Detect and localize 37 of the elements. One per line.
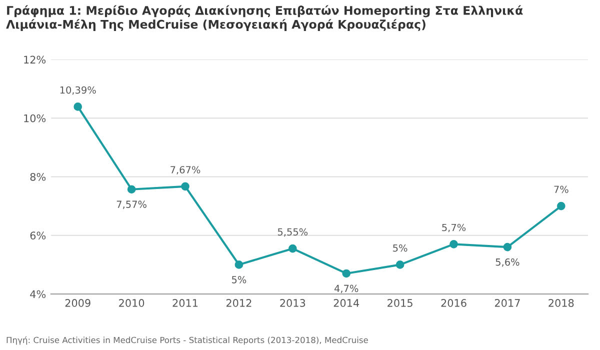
x-tick-label: 2015 bbox=[388, 299, 412, 307]
point bbox=[127, 185, 136, 194]
x-tick-label: 2011 bbox=[172, 299, 198, 307]
point bbox=[234, 260, 244, 269]
data-label: 10,39% bbox=[60, 86, 96, 95]
y-tick-label: 6% bbox=[30, 232, 46, 240]
point bbox=[342, 269, 351, 278]
point bbox=[503, 242, 512, 252]
point bbox=[181, 182, 190, 191]
x-tick-label: 2009 bbox=[65, 299, 90, 307]
data-label: 7% bbox=[554, 186, 568, 194]
x-tick-label: 2017 bbox=[494, 299, 520, 307]
data-label: 5,55% bbox=[278, 228, 308, 237]
x-tick-label: 2016 bbox=[441, 299, 466, 307]
chart-title: Γράφημα 1: Μερίδιο Αγοράς Διακίνησης Επιβατών Homeporting Στα Ελληνικά Λιμάνια-Μέλη Της MedCruise (Μεσογειακή Αγορά Κρουαζιέρας) bbox=[6, 5, 523, 32]
x-tick-label: 2018 bbox=[548, 299, 574, 307]
point bbox=[74, 102, 82, 111]
x-tick-label: 2010 bbox=[119, 299, 144, 307]
point bbox=[556, 202, 566, 210]
y-tick-label: 10% bbox=[24, 114, 46, 122]
y-tick-label: 4% bbox=[30, 290, 46, 298]
data-label: 5,7% bbox=[442, 224, 466, 232]
x-tick-label: 2012 bbox=[226, 299, 252, 307]
text: Πηγή: Cruise Activities in MedCruise Ports - Statistical Reports (2013-2018), MedCruise bbox=[6, 336, 368, 345]
point bbox=[396, 260, 404, 269]
data-label: 7,67% bbox=[170, 166, 200, 174]
data-label: 5,6% bbox=[496, 258, 520, 267]
point bbox=[450, 240, 458, 248]
x-tick-label: 2013 bbox=[280, 299, 306, 307]
y-tick-label: 12% bbox=[24, 56, 46, 64]
data-label: 4,7% bbox=[334, 284, 358, 294]
y-tick-label: 8% bbox=[30, 172, 46, 181]
data-label: 5% bbox=[232, 276, 246, 284]
x-tick-label: 2014 bbox=[334, 299, 360, 307]
data-label: 7,57% bbox=[116, 200, 146, 209]
point bbox=[288, 244, 297, 253]
data-label: 5% bbox=[393, 244, 408, 252]
